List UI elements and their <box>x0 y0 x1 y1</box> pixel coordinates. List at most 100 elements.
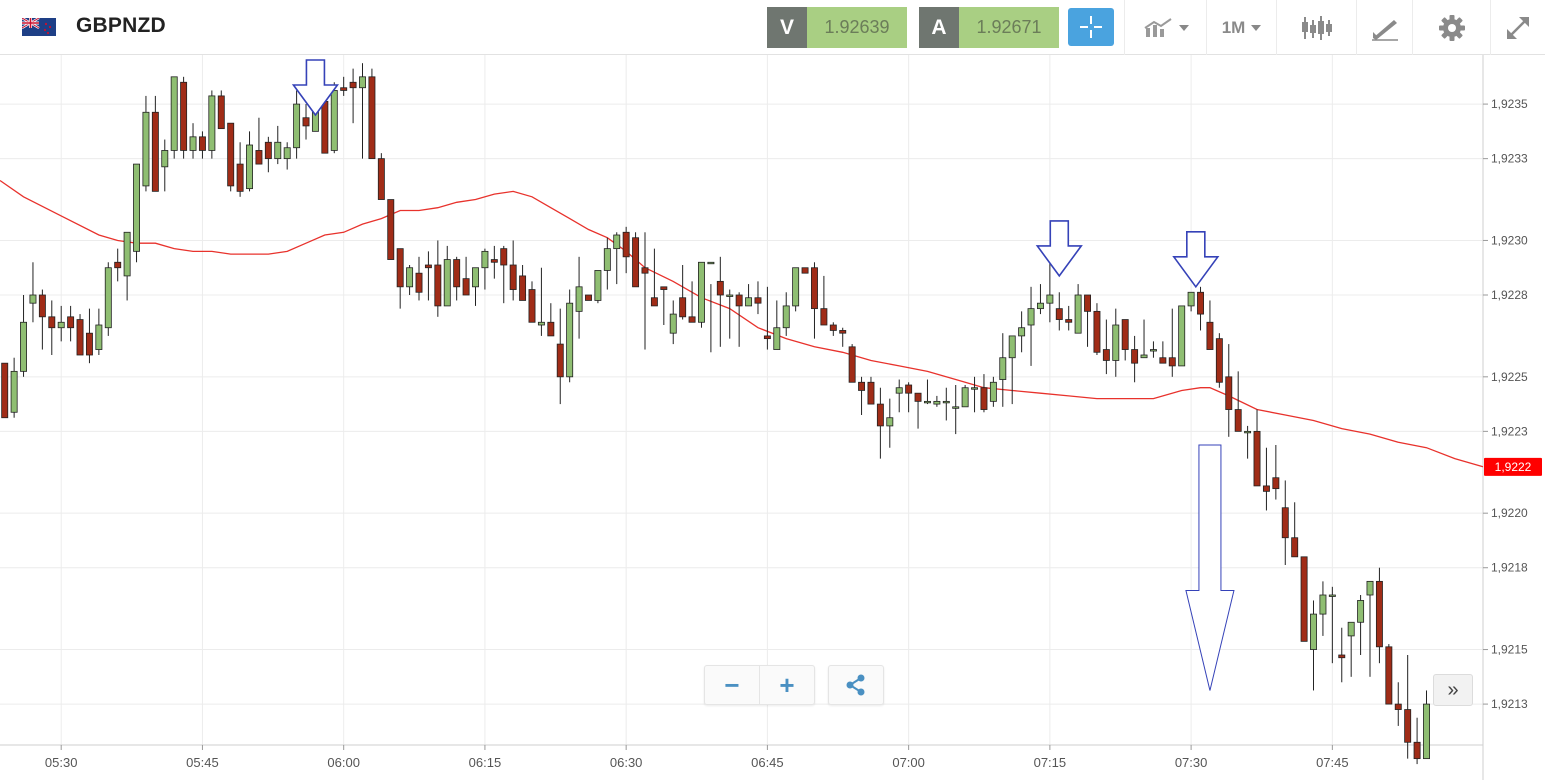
candle <box>76 314 84 356</box>
candle <box>952 385 960 435</box>
candle-body <box>1084 294 1091 312</box>
candle <box>547 303 555 337</box>
candle-body <box>1206 321 1214 350</box>
y-tick-label: 1,9225 <box>1491 370 1528 384</box>
candle-body <box>924 400 931 404</box>
candle-body <box>349 81 357 89</box>
candle-body <box>1281 507 1289 539</box>
candle <box>848 344 856 383</box>
candle <box>481 248 489 290</box>
fullscreen-button[interactable] <box>1490 0 1545 55</box>
candle <box>151 95 159 192</box>
candle-body <box>933 400 941 405</box>
candle-body <box>1338 654 1346 659</box>
candle-body <box>1375 580 1383 648</box>
candle <box>566 289 574 383</box>
candle <box>500 245 508 304</box>
candle-body <box>180 81 188 151</box>
x-tick-label: 07:45 <box>1316 755 1349 770</box>
timeframe-dropdown[interactable]: 1M <box>1206 0 1276 55</box>
candle-body <box>1310 613 1317 650</box>
candle <box>1404 655 1412 759</box>
candle-body <box>1168 357 1176 367</box>
candle <box>999 333 1007 407</box>
candle-body <box>1357 600 1365 623</box>
candle-body <box>575 286 583 312</box>
buy-price: 1.92671 <box>959 7 1059 48</box>
candle <box>264 136 272 173</box>
candle-body <box>453 259 461 288</box>
candle <box>67 305 75 342</box>
candle <box>133 163 140 263</box>
candle-body <box>688 316 696 323</box>
candle-body <box>1272 477 1280 490</box>
candle-body <box>133 163 140 252</box>
settings-button[interactable] <box>1412 0 1490 55</box>
candle <box>1366 580 1374 677</box>
candle <box>340 76 348 96</box>
zoom-in-button[interactable]: + <box>759 666 814 704</box>
sell-price-button[interactable]: V 1.92639 <box>767 7 907 48</box>
candle <box>406 265 414 295</box>
candle <box>415 256 423 301</box>
candle <box>1385 644 1393 705</box>
buy-price-button[interactable]: A 1.92671 <box>919 7 1059 48</box>
candle <box>745 284 753 307</box>
candle <box>707 261 715 353</box>
candle <box>829 322 837 336</box>
candle <box>1281 480 1289 565</box>
candle-body <box>1413 741 1421 760</box>
candle <box>942 387 950 421</box>
candle <box>170 76 178 159</box>
candle <box>660 286 668 325</box>
down-arrow-marker <box>1035 220 1083 278</box>
candle <box>1093 303 1101 355</box>
candle <box>1423 690 1430 760</box>
candle-body <box>10 370 18 413</box>
zoom-out-button[interactable]: − <box>724 669 740 700</box>
candle <box>754 281 762 315</box>
candle-body <box>537 321 545 326</box>
candle-body <box>660 286 668 290</box>
scroll-to-latest-button[interactable]: » <box>1433 674 1473 706</box>
candle <box>38 289 46 350</box>
candle <box>1347 621 1355 677</box>
candle-body <box>999 357 1007 380</box>
x-tick-label: 07:00 <box>892 755 925 770</box>
candle-body <box>434 264 442 307</box>
crosshair-button[interactable] <box>1068 8 1114 46</box>
candle-body <box>905 384 913 394</box>
candle <box>1215 333 1223 388</box>
x-tick-label: 07:30 <box>1175 755 1208 770</box>
candle-body <box>773 327 781 350</box>
candle-body <box>811 267 818 310</box>
expand-icon <box>1507 16 1529 39</box>
candlestick-style-button[interactable] <box>1276 0 1356 55</box>
candle <box>924 379 931 405</box>
candle-body <box>519 275 527 301</box>
candle-body <box>189 136 197 151</box>
chart-type-dropdown[interactable] <box>1124 0 1206 55</box>
candle <box>1187 291 1195 312</box>
candle <box>236 142 244 197</box>
candle-body <box>698 261 705 323</box>
candle-body <box>1008 335 1016 359</box>
candle-body <box>707 261 715 265</box>
candle <box>198 131 206 159</box>
share-button[interactable] <box>828 665 884 705</box>
candle <box>1027 286 1035 366</box>
candle-body <box>151 111 159 192</box>
drawing-tools-button[interactable] <box>1356 0 1412 55</box>
candle <box>283 142 291 170</box>
candle <box>801 267 809 274</box>
moving-average-price-tag: 1,9222 <box>1484 457 1542 476</box>
sell-label: V <box>767 7 807 48</box>
candle-body <box>716 280 724 296</box>
candle-body <box>1046 294 1054 304</box>
candle-body <box>406 267 414 288</box>
candle-body <box>528 289 536 323</box>
candle <box>114 248 122 282</box>
candle <box>1140 319 1148 359</box>
candle <box>104 262 112 336</box>
candle <box>227 122 235 192</box>
